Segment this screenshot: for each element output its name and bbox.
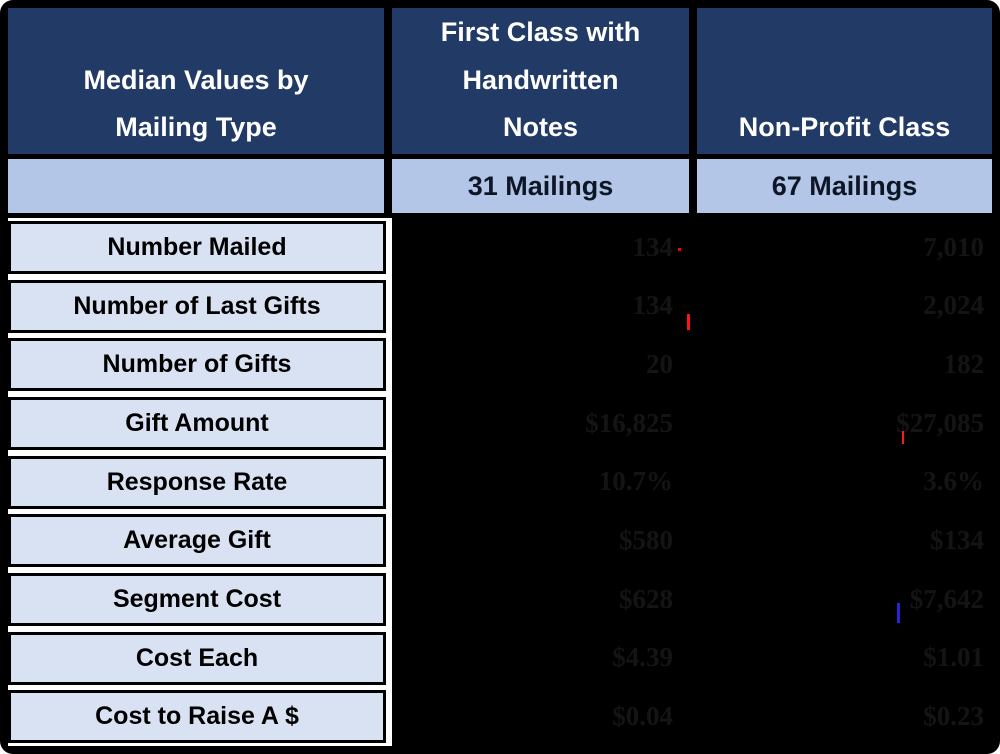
row-label: Number of Gifts xyxy=(102,350,292,379)
table-title: Median Values by Mailing Type xyxy=(83,64,309,142)
row-label-cell: Average Gift xyxy=(8,514,386,568)
value-cell-non-profit: 182 xyxy=(943,349,985,380)
value-cell-first-class: $4.39 xyxy=(612,642,673,673)
value-cell-first-class: $16,825 xyxy=(585,407,673,438)
value-cell-non-profit: $7,642 xyxy=(909,583,984,614)
value-row: 20 182 xyxy=(392,335,992,394)
value-cell-first-class: $580 xyxy=(619,525,673,556)
row-label: Number Mailed xyxy=(107,233,287,261)
value-row: 134 2,024 xyxy=(392,277,992,336)
header-cell-first-class: First Class with Handwritten Notes xyxy=(392,8,689,154)
row-label-cell: Cost Each xyxy=(8,631,386,685)
value-cell-non-profit: $27,085 xyxy=(896,407,984,438)
value-cell-first-class: $628 xyxy=(619,583,673,614)
mailings-count-non-profit: 67 Mailings xyxy=(771,170,918,201)
value-row: $4.39 $1.01 xyxy=(392,629,992,688)
mailings-count-first-class: 31 Mailings xyxy=(467,170,614,201)
value-cell-non-profit: 7,010 xyxy=(923,231,984,262)
row-label-cell: Gift Amount xyxy=(8,397,386,450)
red-artifact-dot xyxy=(678,248,681,251)
row-label-cell: Cost to Raise A $ xyxy=(8,690,386,744)
header-cell-non-profit: Non-Profit Class xyxy=(697,8,992,154)
row-label: Cost Each xyxy=(135,643,259,672)
row-label: Cost to Raise A $ xyxy=(95,702,299,731)
subheader-cell-empty xyxy=(8,159,384,213)
value-cell-first-class: 134 xyxy=(632,290,674,321)
row-label: Response Rate xyxy=(106,467,288,496)
red-artifact-line xyxy=(687,314,690,330)
row-label-cell: Segment Cost xyxy=(8,573,386,626)
value-cell-first-class: 20 xyxy=(646,349,673,380)
data-area: 134 7,010 134 2,024 20 182 $16,825 $27,085 10.7%… xyxy=(392,218,992,746)
blue-artifact-line xyxy=(897,603,900,623)
subheader-cell-non-profit-count: 67 Mailings xyxy=(697,159,992,213)
value-row: 134 7,010 xyxy=(392,218,992,277)
row-label-cell: Response Rate xyxy=(8,455,386,509)
row-label-cell: Number Mailed xyxy=(8,221,386,274)
subheader-cell-first-class-count: 31 Mailings xyxy=(392,159,689,213)
value-cell-non-profit: $0.23 xyxy=(923,701,984,732)
value-cell-first-class: 10.7% xyxy=(598,466,673,497)
value-cell-non-profit: $1.01 xyxy=(923,642,984,673)
row-label: Segment Cost xyxy=(112,585,282,613)
row-label: Gift Amount xyxy=(125,409,269,437)
row-label-cell: Number of Gifts xyxy=(8,338,386,392)
value-row: $0.04 $0.23 xyxy=(392,687,992,746)
column-header-non-profit: Non-Profit Class xyxy=(738,111,951,142)
value-cell-first-class: $0.04 xyxy=(612,701,673,732)
value-cell-non-profit: 2,024 xyxy=(923,290,984,321)
value-cell-non-profit: $134 xyxy=(930,525,984,556)
column-header-first-class: First Class with Handwritten Notes xyxy=(440,17,641,142)
value-cell-first-class: 134 xyxy=(632,231,674,262)
label-column: Number Mailed Number of Last Gifts Number … xyxy=(8,218,392,746)
value-row: $580 $134 xyxy=(392,511,992,570)
header-cell-title: Median Values by Mailing Type xyxy=(8,8,384,154)
value-cell-non-profit: 3.6% xyxy=(923,466,984,497)
red-artifact-dash xyxy=(902,431,904,444)
value-row: 10.7% 3.6% xyxy=(392,453,992,512)
value-row: $628 $7,642 xyxy=(392,570,992,629)
row-label-cell: Number of Last Gifts xyxy=(8,279,386,333)
row-label: Number of Last Gifts xyxy=(73,291,321,320)
row-label: Average Gift xyxy=(123,526,271,555)
value-row: $16,825 $27,085 xyxy=(392,394,992,453)
